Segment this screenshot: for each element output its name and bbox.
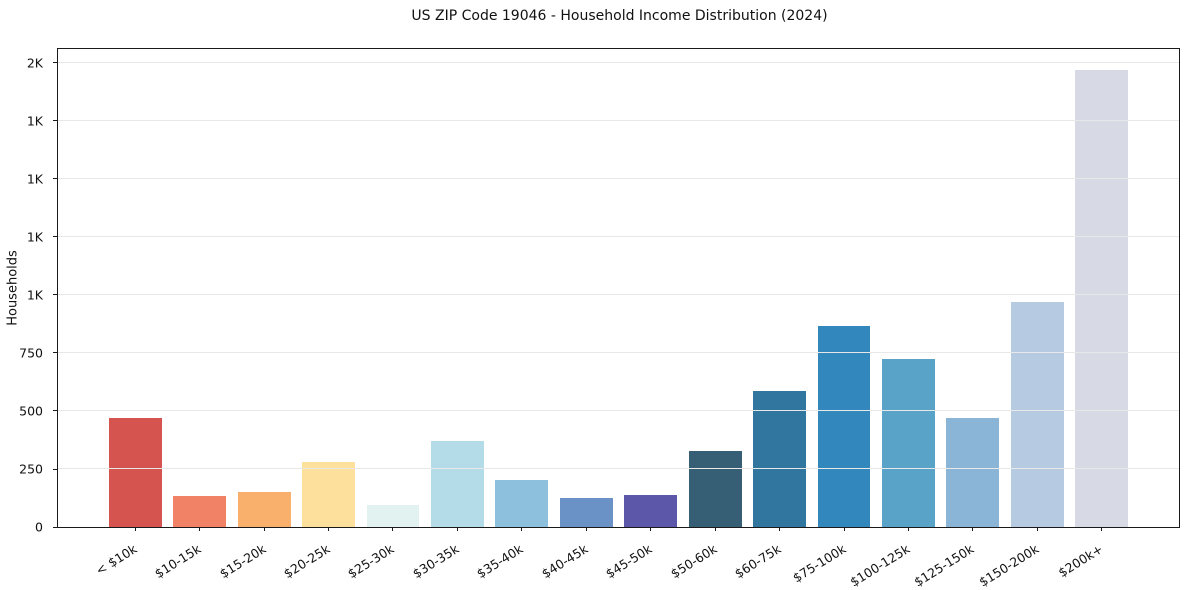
bar-$15-20k bbox=[237, 491, 291, 527]
bar-slot bbox=[167, 49, 231, 527]
y-tick-mark bbox=[53, 236, 57, 238]
x-tick-label-$125-150k: $125-150k bbox=[911, 541, 977, 590]
bar-slot bbox=[812, 49, 876, 527]
y-tick-label: 250 bbox=[19, 461, 43, 477]
x-tick-mark bbox=[328, 527, 330, 531]
y-tick-mark bbox=[53, 352, 57, 354]
y-tick-mark bbox=[53, 294, 57, 296]
bar-$50-60k bbox=[688, 451, 742, 527]
x-tick-mark bbox=[714, 527, 716, 531]
bar-slot bbox=[554, 49, 618, 527]
x-tick-label-$200k+: $200k+ bbox=[1055, 541, 1106, 581]
x-tick-label-$35-40k: $35-40k bbox=[474, 541, 526, 582]
bar-slot bbox=[490, 49, 554, 527]
x-tick-mark bbox=[134, 527, 136, 531]
bar-$35-40k bbox=[495, 480, 549, 527]
y-tick-mark bbox=[53, 468, 57, 470]
y-tick-label: 1K bbox=[26, 229, 43, 245]
bar-$30-35k bbox=[430, 440, 484, 527]
x-tick-label-$100-125k: $100-125k bbox=[847, 541, 913, 590]
bar-slot bbox=[747, 49, 811, 527]
bar-slot bbox=[619, 49, 683, 527]
y-tick-mark bbox=[53, 120, 57, 122]
bar-$25-30k bbox=[366, 505, 420, 527]
bar-$200k+ bbox=[1075, 69, 1129, 527]
x-tick-mark bbox=[907, 527, 909, 531]
x-tick-label-$10-15k: $10-15k bbox=[151, 541, 204, 582]
gridline-1K bbox=[58, 177, 1179, 179]
bar-slot bbox=[683, 49, 747, 527]
bar-slot bbox=[425, 49, 489, 527]
bar-$45-50k bbox=[624, 494, 678, 527]
bar-slot bbox=[941, 49, 1005, 527]
bar-< $10k bbox=[108, 417, 162, 527]
y-tick-label: 1K bbox=[26, 287, 43, 303]
x-tick-mark bbox=[843, 527, 845, 531]
y-tick-label: 500 bbox=[19, 403, 43, 419]
x-tick-mark bbox=[1101, 527, 1103, 531]
bar-slot bbox=[1005, 49, 1069, 527]
bar-slot bbox=[361, 49, 425, 527]
x-tick-label-$50-60k: $50-60k bbox=[667, 541, 720, 582]
x-tick-label-$150-200k: $150-200k bbox=[976, 541, 1042, 590]
x-tick-mark bbox=[392, 527, 394, 531]
y-tick-label: 2K bbox=[26, 55, 43, 71]
x-tick-label-$45-50k: $45-50k bbox=[603, 541, 655, 582]
bar-$10-15k bbox=[173, 495, 227, 527]
bar-slot bbox=[1070, 49, 1134, 527]
gridline-750 bbox=[58, 351, 1179, 353]
y-tick-mark bbox=[53, 62, 57, 64]
x-tick-mark bbox=[1036, 527, 1038, 531]
x-tick-mark bbox=[650, 527, 652, 531]
gridline-1K bbox=[58, 119, 1179, 121]
x-tick-label-$15-20k: $15-20k bbox=[216, 541, 269, 582]
x-axis-tick-labels: < $10k $10-15k $15-20k $20-25k $25-30k $30-35… bbox=[57, 536, 1180, 590]
bar-$40-45k bbox=[559, 498, 613, 527]
x-tick-label-$20-25k: $20-25k bbox=[280, 541, 333, 582]
bar-$20-25k bbox=[302, 461, 355, 527]
y-tick-mark bbox=[53, 526, 57, 528]
chart-title: US ZIP Code 19046 - Household Income Dis… bbox=[411, 8, 828, 24]
gridline-500 bbox=[58, 409, 1179, 411]
bar-$60-75k bbox=[753, 390, 806, 527]
y-tick-label: 750 bbox=[19, 345, 43, 361]
x-tick-label-$40-45k: $40-45k bbox=[538, 541, 591, 582]
bar-slot bbox=[232, 49, 296, 527]
x-tick-mark bbox=[779, 527, 781, 531]
bar-slot bbox=[103, 49, 167, 527]
y-tick-label: 1K bbox=[26, 171, 43, 187]
x-tick-mark bbox=[972, 527, 974, 531]
bar-$75-100k bbox=[817, 325, 871, 527]
gridline-1K bbox=[58, 235, 1179, 237]
x-tick-mark bbox=[585, 527, 587, 531]
y-tick-mark bbox=[53, 410, 57, 412]
x-tick-label-$25-30k: $25-30k bbox=[345, 541, 397, 582]
x-tick-label-< $10k: < $10k bbox=[92, 541, 140, 578]
x-tick-mark bbox=[456, 527, 458, 531]
x-tick-mark bbox=[199, 527, 201, 531]
y-axis-tick-labels: 0 250 500 750 1K 1K 1K 1K 2K bbox=[0, 48, 51, 534]
x-tick-label-$30-35k: $30-35k bbox=[409, 541, 462, 582]
bars-container bbox=[58, 49, 1179, 527]
bar-slot bbox=[876, 49, 940, 527]
x-tick-mark bbox=[263, 527, 265, 531]
bar-$150-200k bbox=[1010, 302, 1064, 527]
gridline-250 bbox=[58, 468, 1179, 469]
x-tick-label-$75-100k: $75-100k bbox=[789, 541, 849, 586]
x-tick-label-$60-75k: $60-75k bbox=[731, 541, 784, 582]
y-tick-label: 1K bbox=[26, 113, 43, 129]
bar-$125-150k bbox=[946, 417, 1000, 527]
plot-area bbox=[53, 48, 1180, 531]
bar-$100-125k bbox=[882, 359, 935, 527]
bar-slot bbox=[296, 49, 360, 527]
y-tick-mark bbox=[53, 178, 57, 180]
gridline-1K bbox=[58, 293, 1179, 295]
x-tick-mark bbox=[521, 527, 523, 531]
y-tick-label: 0 bbox=[35, 519, 43, 535]
gridline-2K bbox=[58, 61, 1179, 63]
